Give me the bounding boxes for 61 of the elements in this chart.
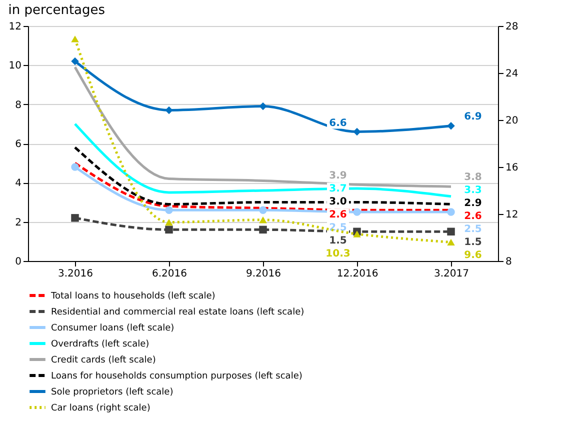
y-tick-label: 12 [8, 22, 22, 32]
point [259, 226, 267, 234]
point [447, 228, 455, 236]
legend-label: Overdrafts (left scale) [51, 340, 150, 350]
point [259, 216, 267, 224]
point [447, 208, 455, 216]
y2-tick-label: 28 [506, 22, 518, 32]
legend-label: Car loans (right scale) [51, 404, 150, 414]
point [71, 57, 79, 66]
data-label: 2.6 [329, 210, 347, 221]
point [353, 128, 361, 136]
y2-tick-label: 16 [506, 162, 518, 174]
point [353, 208, 361, 216]
y2-tick-label: 20 [506, 116, 518, 126]
data-label: 1.5 [464, 237, 482, 248]
legend-label: Residential and commercial real estate loans (left scale) [51, 308, 304, 318]
y2-tick-label: 8 [506, 256, 512, 268]
data-label: 2.5 [464, 224, 482, 235]
data-label: 6.6 [329, 118, 347, 129]
data-label: 3.3 [464, 185, 482, 196]
point [259, 206, 267, 214]
y2-tick-label: 12 [506, 210, 518, 220]
legend-label: Loans for households consumption purposes (left scale) [51, 372, 302, 382]
x-tick-label: 6.2016 [152, 268, 187, 280]
legend-label: Sole proprietors (left scale) [51, 388, 174, 398]
point [71, 214, 79, 222]
data-label: 10.3 [326, 248, 350, 260]
x-tick-label: 3.2016 [58, 268, 93, 280]
point [165, 226, 173, 234]
chart-title: in percentages [8, 3, 106, 18]
legend-label: Total loans to households (left scale) [50, 292, 216, 302]
data-label: 6.9 [464, 111, 482, 122]
y-tick-label: 6 [15, 139, 22, 150]
y-tick-label: 10 [8, 60, 22, 72]
x-tick-label: 12.2016 [336, 268, 378, 280]
data-label: 2.9 [464, 198, 482, 209]
legend-label: Consumer loans (left scale) [51, 324, 174, 334]
point [71, 163, 79, 171]
y2-tick-label: 24 [506, 68, 518, 80]
data-label: 3.0 [329, 196, 347, 208]
x-tick-label: 3.2017 [434, 268, 469, 280]
x-tick-label: 9.2016 [246, 268, 281, 280]
legend-label: Credit cards (left scale) [51, 356, 156, 366]
data-label: 1.5 [329, 236, 347, 247]
data-label: 3.7 [329, 184, 347, 195]
data-label: 9.6 [464, 250, 482, 261]
point [165, 206, 173, 214]
point [165, 218, 173, 226]
y-tick-label: 2 [15, 217, 22, 228]
data-label: 2.6 [464, 211, 482, 222]
point [353, 230, 361, 238]
point [71, 36, 79, 42]
point [259, 102, 267, 110]
point [447, 238, 455, 246]
y-tick-label: 8 [15, 100, 22, 111]
point [447, 122, 455, 130]
data-label: 3.9 [329, 170, 347, 182]
y-tick-label: 0 [15, 256, 22, 268]
point [165, 106, 173, 114]
y-tick-label: 4 [15, 178, 22, 190]
data-label: 3.8 [464, 172, 482, 183]
